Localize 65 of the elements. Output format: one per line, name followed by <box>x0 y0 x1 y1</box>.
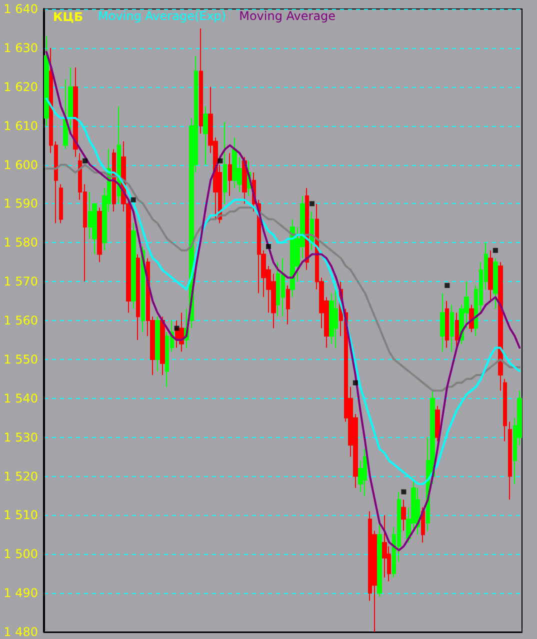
candlestick <box>329 292 334 344</box>
candlestick <box>382 514 387 578</box>
y-tick-label: 1 620 <box>4 80 38 94</box>
y-tick-label: 1 510 <box>4 508 38 522</box>
candlestick <box>305 188 309 270</box>
candlestick <box>401 499 406 532</box>
point <box>130 197 136 202</box>
point <box>82 158 88 164</box>
y-tick-label: 1 550 <box>4 352 38 366</box>
y-tick-label: 1 560 <box>4 314 38 328</box>
candlestick <box>493 258 498 310</box>
candlestick <box>160 316 165 376</box>
candlestick <box>117 106 121 204</box>
candlestick <box>112 148 116 212</box>
candlestick <box>377 522 382 598</box>
candlestick <box>97 207 102 263</box>
candlestick <box>199 28 203 134</box>
candlestick <box>450 304 454 352</box>
y-tick-label: 1 590 <box>4 196 38 211</box>
text: Moving Average(Exp) <box>98 9 226 23</box>
text: Moving Average <box>239 9 336 23</box>
y-tick-label: 1 500 <box>4 547 38 562</box>
y-tick-label: 1 610 <box>4 118 38 133</box>
y-tick-label: 1 630 <box>4 40 38 55</box>
candlestick <box>435 406 440 442</box>
candlestick <box>59 184 63 224</box>
y-tick-label: 1 570 <box>4 274 38 289</box>
candlestick <box>440 292 445 352</box>
y-tick-label: 1 480 <box>4 625 38 639</box>
candlestick <box>44 36 49 126</box>
candlestick <box>73 66 78 158</box>
line-series <box>45 98 521 486</box>
line-series <box>45 50 521 552</box>
point <box>401 489 406 494</box>
y-tick-label: 1 520 <box>4 469 38 484</box>
point <box>309 201 314 206</box>
candlestick <box>155 316 160 372</box>
candlestick <box>498 262 503 392</box>
point <box>266 244 272 250</box>
point <box>444 282 450 288</box>
y-tick-label: 1 580 <box>4 236 38 250</box>
candlestick <box>131 222 136 310</box>
candlestick <box>503 378 507 442</box>
candlestick <box>203 106 208 166</box>
candlestick <box>228 152 232 196</box>
line-series <box>45 164 521 392</box>
candlestick <box>286 284 290 325</box>
y-tick-label: 1 640 <box>4 2 38 16</box>
candlestick <box>445 300 449 348</box>
y-tick-label: 1 490 <box>4 586 38 600</box>
candlestick <box>421 506 425 543</box>
candlestick <box>136 254 140 340</box>
point <box>492 248 498 253</box>
chart-title: КЦБ <box>53 10 84 24</box>
candlestick <box>63 78 68 150</box>
candlestick <box>455 312 459 348</box>
y-tick-label: 1 600 <box>4 158 38 172</box>
point <box>218 158 223 164</box>
y-tick-label: 1 540 <box>4 391 38 406</box>
candlestick <box>488 250 493 302</box>
point <box>352 380 358 386</box>
candlestick <box>223 121 227 204</box>
point <box>174 326 180 331</box>
y-tick-label: 1 530 <box>4 430 38 444</box>
candlestick <box>508 421 512 500</box>
